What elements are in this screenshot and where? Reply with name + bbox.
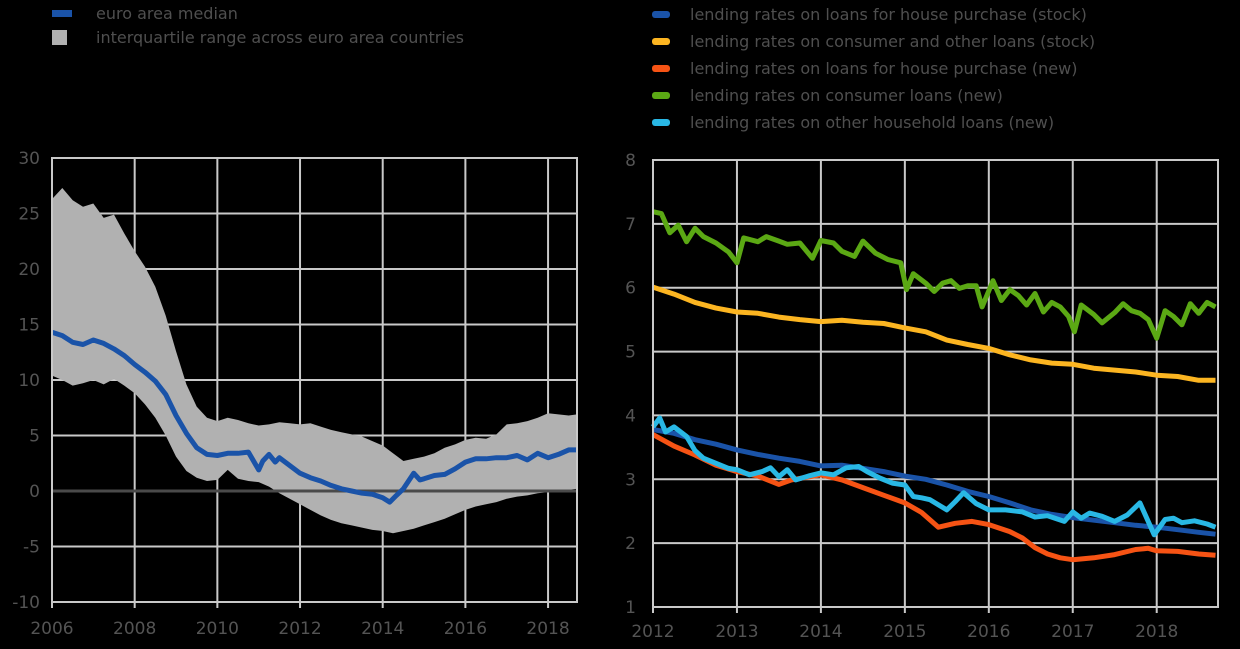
legend-item-median: euro area median [52,1,464,25]
y-tick-label: 15 [18,316,40,336]
y-tick-label: 0 [29,482,40,502]
y-tick-label: 1 [625,598,636,618]
series-new-house-purchase [651,432,1216,563]
plot-border [51,157,578,603]
loan-growth-chart: 2006 2008 2010 2012 2014 2016 2018 30 25 20 15 10 5 0… [12,149,578,639]
legend-item-stock-house: lending rates on loans for house purchas… [652,1,1095,28]
series-new-other-household [651,415,1217,538]
legend-label: lending rates on consumer loans (new) [690,86,1003,105]
legend-label: lending rates on other household loans (… [690,113,1055,132]
x-tick-label: 2013 [715,622,758,642]
y-tick-label: 8 [625,151,636,171]
y-tick-label: 2 [625,534,636,554]
legend-item-stock-consumer-other: lending rates on consumer and other loan… [652,28,1095,55]
x-tick-label: 2014 [799,622,842,642]
legend-label: lending rates on consumer and other loan… [690,32,1096,51]
y-tick-label: 30 [18,149,40,169]
legend-swatch-range-box [52,29,67,45]
x-tick-label: 2016 [967,622,1010,642]
x-tick-label: 2008 [113,619,156,639]
legend-label: euro area median [96,3,238,23]
x-tick-label: 2012 [631,622,674,642]
x-tick-label: 2015 [883,622,926,642]
left-chart-legend: euro area median interquartile range acr… [52,1,464,49]
series-euro-area-median [51,329,577,505]
legend-swatch-new-house [652,65,670,72]
legend-item-new-house: lending rates on loans for house purchas… [652,55,1095,82]
series-stock-consumer-other [652,284,1216,383]
x-tick-label: 2018 [1135,622,1178,642]
legend-swatch-stock-house [652,11,670,18]
series-stock-house-purchase [652,427,1216,537]
legend-label: interquartile range across euro area cou… [96,27,464,47]
y-tick-label: 20 [18,260,40,280]
y-tick-label: 7 [625,215,636,235]
y-tick-label: -5 [23,538,40,558]
y-tick-label: 6 [625,279,636,299]
y-tick-label: 5 [29,427,40,447]
legend-swatch-new-other [652,119,670,126]
legend-swatch-stock-consumer-other [652,38,670,45]
legend-swatch-median-line [52,9,72,17]
y-tick-label: 3 [625,470,636,490]
x-tick-label: 2017 [1051,622,1094,642]
plot-border [652,159,1219,608]
x-tick-label: 2018 [526,619,569,639]
x-tick-label: 2014 [361,619,404,639]
y-tick-label: 25 [18,205,40,225]
legend-label: lending rates on loans for house purchas… [690,59,1078,78]
legend-item-new-other: lending rates on other household loans (… [652,109,1095,136]
y-tick-label: 5 [625,343,636,363]
y-tick-label: -10 [12,593,40,613]
x-tick-label: 2016 [444,619,487,639]
x-tick-label: 2012 [278,619,321,639]
legend-swatch-new-consumer [652,92,670,99]
x-tick-label: 2010 [196,619,239,639]
y-tick-label: 4 [625,406,636,426]
legend-item-interquartile-range: interquartile range across euro area cou… [52,25,464,49]
band-interquartile-range [52,188,577,534]
right-chart-legend: lending rates on loans for house purchas… [652,1,1095,136]
series-new-consumer [652,209,1217,341]
x-tick-label: 2006 [30,619,73,639]
lending-rates-chart: 2012 2013 2014 2015 2016 2017 2018 8 7 6 5 4 3 2 1 [625,151,1219,642]
y-tick-label: 10 [18,371,40,391]
legend-item-new-consumer: lending rates on consumer loans (new) [652,82,1095,109]
legend-label: lending rates on loans for house purchas… [690,5,1087,24]
